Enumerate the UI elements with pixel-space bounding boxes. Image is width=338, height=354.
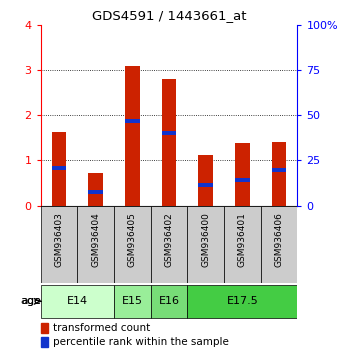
Bar — [125, 67, 140, 206]
Title: GDS4591 / 1443661_at: GDS4591 / 1443661_at — [92, 9, 246, 22]
Bar — [261, 206, 297, 283]
Bar — [198, 155, 213, 206]
Bar — [235, 178, 250, 182]
Text: age: age — [20, 296, 41, 306]
Bar — [272, 169, 286, 172]
Bar — [235, 143, 250, 206]
Bar — [224, 206, 261, 283]
Bar — [125, 119, 140, 123]
Bar — [151, 285, 187, 318]
Text: GSM936401: GSM936401 — [238, 212, 247, 267]
Text: E16: E16 — [159, 296, 179, 306]
Text: GSM936403: GSM936403 — [54, 212, 64, 267]
Bar — [114, 285, 151, 318]
Bar — [77, 206, 114, 283]
Bar — [187, 206, 224, 283]
Text: GSM936405: GSM936405 — [128, 212, 137, 267]
Bar — [162, 79, 176, 206]
Bar — [151, 206, 187, 283]
Bar — [187, 285, 297, 318]
Text: GSM936400: GSM936400 — [201, 212, 210, 267]
Bar — [272, 142, 286, 206]
Text: GSM936402: GSM936402 — [165, 212, 173, 267]
Bar — [41, 337, 48, 347]
Bar — [162, 131, 176, 135]
Bar — [41, 206, 77, 283]
Bar — [52, 132, 66, 206]
Text: E14: E14 — [67, 296, 88, 306]
Bar — [52, 166, 66, 170]
Text: E15: E15 — [122, 296, 143, 306]
Bar — [88, 173, 103, 206]
Bar — [88, 190, 103, 194]
Text: E17.5: E17.5 — [226, 296, 258, 306]
Text: GSM936404: GSM936404 — [91, 212, 100, 267]
Bar — [198, 183, 213, 187]
Bar — [41, 322, 48, 333]
Text: GSM936406: GSM936406 — [274, 212, 284, 267]
Text: percentile rank within the sample: percentile rank within the sample — [53, 337, 229, 347]
Bar — [114, 206, 151, 283]
Text: transformed count: transformed count — [53, 323, 151, 333]
Text: age: age — [22, 296, 41, 306]
Bar — [41, 285, 114, 318]
